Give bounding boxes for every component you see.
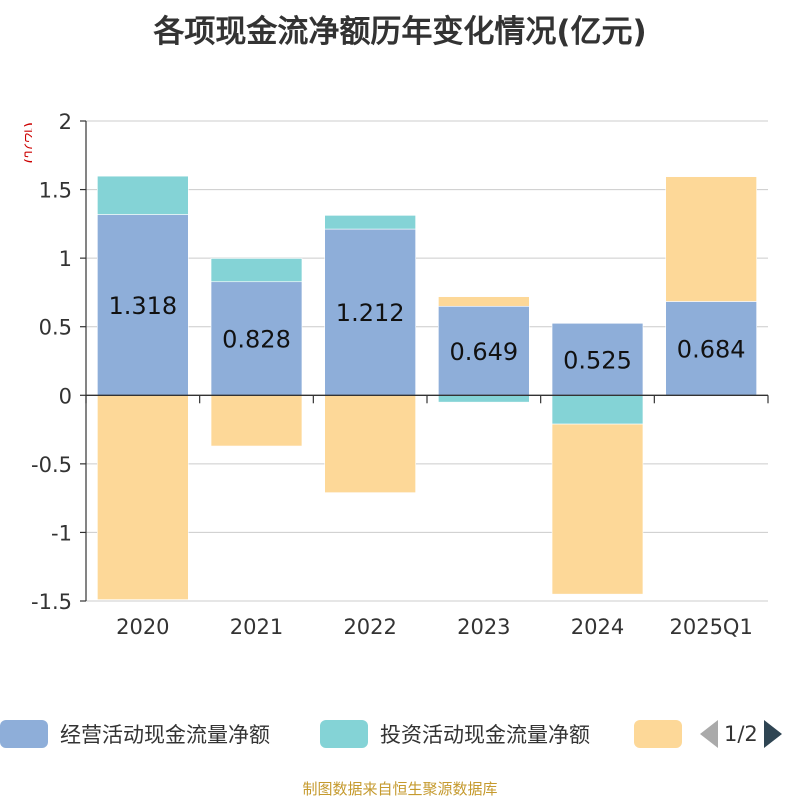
y-tick-label: 0 [59, 384, 72, 408]
data-label-2025Q1: 0.684 [677, 335, 746, 363]
legend-label-operating: 经营活动现金流量净额 [60, 723, 270, 747]
bar-financing-2022 [324, 394, 416, 493]
y-tick-label: 1 [59, 247, 72, 271]
bar-operating-2023 [438, 305, 530, 396]
y-tick-label: 2 [59, 110, 72, 134]
bar-financing-2020 [97, 394, 189, 600]
svg-text:(亿元): (亿元) [22, 122, 32, 164]
data-label-2024: 0.525 [563, 346, 632, 374]
y-axis-unit-label: (亿元) [22, 122, 32, 164]
bar-operating-2024 [551, 322, 644, 396]
x-tick-label: 2023 [457, 615, 510, 639]
bar-financing-2024 [551, 423, 644, 595]
legend-swatch-operating [0, 720, 48, 748]
y-tick-label: -0.5 [31, 453, 72, 477]
x-tick-label: 2024 [571, 615, 624, 639]
data-source-note: 制图数据来自恒生聚源数据库 [302, 780, 498, 798]
y-tick-label: 0.5 [39, 316, 72, 340]
x-tick-label: 2020 [116, 615, 169, 639]
legend-item-investing[interactable]: 投资活动现金流量净额 [320, 716, 590, 752]
y-tick-label: -1 [51, 521, 72, 545]
data-label-2020: 1.318 [108, 292, 177, 320]
data-label-2021: 0.828 [222, 326, 291, 354]
legend-item-operating[interactable]: 经营活动现金流量净额 [0, 716, 270, 752]
data-label-2023: 0.649 [449, 338, 518, 366]
bar-investing-2022 [324, 215, 416, 230]
bar-financing-2025Q1 [665, 176, 757, 302]
legend-pager: 1/2 [700, 716, 782, 752]
legend-swatch-financing [634, 720, 682, 748]
legend: 经营活动现金流量净额 投资活动现金流量净额 [0, 716, 800, 752]
legend-item-financing[interactable] [634, 716, 694, 752]
legend-swatch-investing [320, 720, 368, 748]
data-label-2022: 1.212 [336, 299, 405, 327]
triangle-left-icon[interactable] [700, 720, 718, 748]
x-tick-label: 2021 [230, 615, 283, 639]
bar-investing-2020 [97, 175, 189, 215]
stacked-bar-chart: 2 1.5 1 0.5 0 -0.5 -1 -1.5 1.318 0.828 1.212 0.649 0… [31, 110, 769, 639]
chart-title: 各项现金流净额历年变化情况(亿元) [153, 14, 647, 50]
y-tick-label: 1.5 [39, 179, 72, 203]
bar-financing-2021 [210, 394, 303, 447]
bar-operating-2021 [210, 281, 303, 396]
triangle-right-icon[interactable] [763, 720, 782, 748]
bar-investing-2021 [210, 258, 303, 283]
bar-investing-2024 [551, 394, 644, 425]
bar-operating-2025Q1 [665, 301, 757, 396]
y-tick-label: -1.5 [31, 590, 72, 614]
legend-page-label: 1/2 [724, 722, 758, 746]
bar-financing-2023 [438, 296, 530, 307]
bar-investing-2023 [438, 394, 530, 403]
legend-label-investing: 投资活动现金流量净额 [380, 723, 590, 747]
x-tick-label: 2022 [343, 615, 396, 639]
x-tick-label: 2025Q1 [669, 615, 752, 639]
bar-operating-2022 [324, 228, 416, 396]
